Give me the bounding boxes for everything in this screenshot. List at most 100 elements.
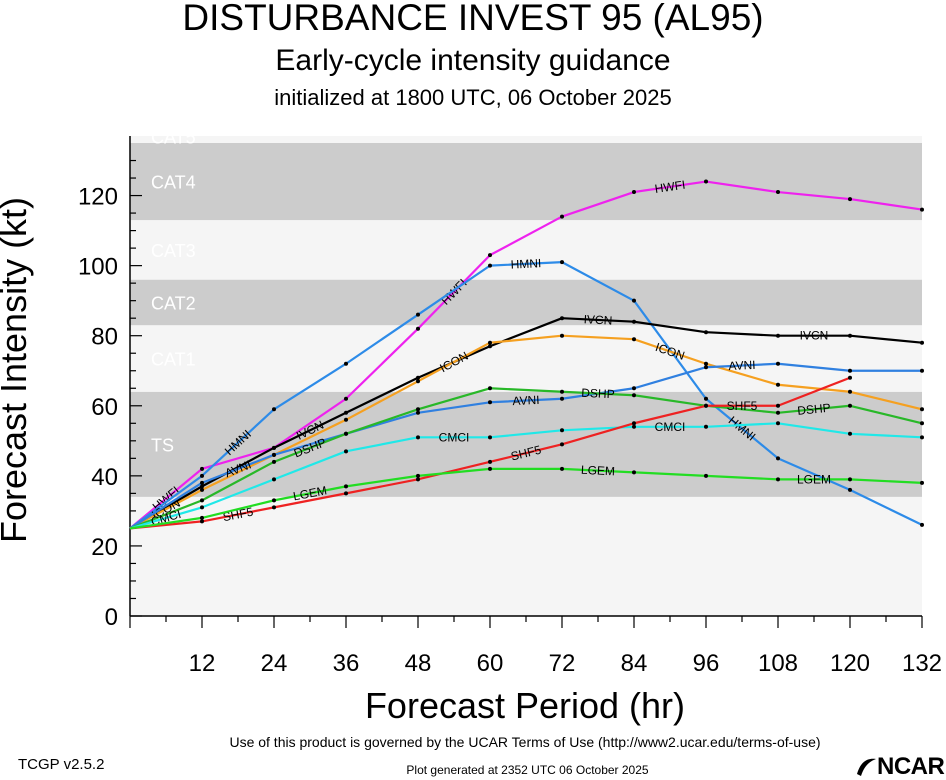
series-label-avni: AVNI <box>728 358 756 373</box>
data-point <box>200 498 204 503</box>
series-line-lgem <box>129 467 923 530</box>
data-point <box>632 337 636 342</box>
y-tick-label: 80 <box>91 324 118 351</box>
data-point <box>416 326 420 331</box>
data-point <box>560 442 564 447</box>
data-point <box>920 480 924 485</box>
data-point <box>200 480 204 485</box>
data-point <box>704 403 708 408</box>
data-point <box>848 403 852 408</box>
series-lgem: LGEM LGEM LGEM <box>129 463 924 530</box>
data-point <box>848 477 852 482</box>
data-point <box>344 396 348 401</box>
data-point <box>200 473 204 478</box>
data-point <box>416 312 420 317</box>
x-tick-label: 48 <box>405 650 432 677</box>
x-tick-label: 36 <box>333 650 360 677</box>
series-label-ivcn: IVCN <box>800 329 829 343</box>
series-label-cmci: CMCI <box>655 420 686 434</box>
series-label-cmci: CMCI <box>439 430 470 444</box>
data-point <box>200 484 204 489</box>
series-label-dshp: DSHP <box>581 386 615 402</box>
data-point <box>416 407 420 412</box>
data-point <box>920 368 924 373</box>
data-point <box>776 403 780 408</box>
band-label-cat3: CAT3 <box>151 241 196 261</box>
series-label-ivcn: IVCN <box>583 312 612 327</box>
ncar-logo-text: NCAR <box>877 753 945 780</box>
data-point <box>632 393 636 398</box>
band-label-cat5: CAT5 <box>151 128 196 148</box>
data-point <box>416 435 420 440</box>
intensity-chart: TS CAT1 CAT2 CAT3 CAT4 CAT5 0 20 40 60 80 100 120 12… <box>0 128 943 726</box>
data-point <box>488 344 492 349</box>
band-label-ts: TS <box>151 435 174 455</box>
data-point <box>272 407 276 412</box>
data-point <box>920 407 924 412</box>
series-line-hwfi <box>129 180 923 530</box>
y-tick-label: 120 <box>78 184 118 211</box>
data-point <box>200 515 204 520</box>
generated-time: Plot generated at 2352 UTC 06 October 20… <box>406 763 649 777</box>
band-cat4 <box>130 143 922 221</box>
series-label-lgem: LGEM <box>797 472 831 486</box>
band-cat2 <box>130 279 922 326</box>
data-point <box>560 333 564 338</box>
data-point <box>632 386 636 391</box>
data-point <box>560 428 564 433</box>
y-axis-label: Forecast Intensity (kt) <box>0 197 34 543</box>
band-cat3 <box>130 220 922 280</box>
data-point <box>200 487 204 492</box>
data-point <box>848 333 852 338</box>
data-point <box>848 389 852 394</box>
data-point <box>416 477 420 482</box>
ncar-swoosh-icon <box>857 758 876 776</box>
data-point <box>704 365 708 370</box>
data-point <box>704 473 708 478</box>
data-point <box>344 410 348 415</box>
band-below-ts <box>130 496 922 616</box>
x-tick-label: 60 <box>477 650 504 677</box>
data-point <box>560 260 564 265</box>
data-point <box>920 421 924 426</box>
data-point <box>560 214 564 219</box>
data-point <box>200 505 204 510</box>
data-point <box>416 375 420 380</box>
data-point <box>920 435 924 440</box>
ncar-logo: NCAR <box>855 753 945 780</box>
data-point <box>488 466 492 471</box>
data-point <box>488 340 492 345</box>
series-line-ivcn <box>129 317 923 530</box>
band-label-cat1: CAT1 <box>151 349 196 369</box>
series-label-lgem: LGEM <box>581 463 616 479</box>
data-point <box>344 361 348 366</box>
data-point <box>920 207 924 212</box>
data-point <box>920 340 924 345</box>
x-tick-label: 12 <box>189 650 216 677</box>
data-point <box>344 431 348 436</box>
data-point <box>776 410 780 415</box>
data-point <box>416 473 420 478</box>
x-tick-label: 132 <box>902 650 942 677</box>
x-tick-label: 24 <box>261 650 288 677</box>
data-point <box>632 424 636 429</box>
category-bands: TS CAT1 CAT2 CAT3 CAT4 CAT5 <box>130 128 922 616</box>
data-point <box>272 498 276 503</box>
data-point <box>416 379 420 384</box>
series-line-hmni <box>129 261 923 530</box>
series-label-hwfi: HWFI <box>654 178 686 196</box>
data-point <box>704 361 708 366</box>
initialization-time: initialized at 1800 UTC, 06 October 2025 <box>274 85 672 110</box>
x-tick-label: 120 <box>830 650 870 677</box>
data-point <box>704 424 708 429</box>
series-label-avni: AVNI <box>512 393 540 408</box>
data-point <box>272 452 276 457</box>
data-point <box>344 449 348 454</box>
data-point <box>848 368 852 373</box>
data-point <box>272 445 276 450</box>
data-point <box>488 459 492 464</box>
data-point <box>776 421 780 426</box>
